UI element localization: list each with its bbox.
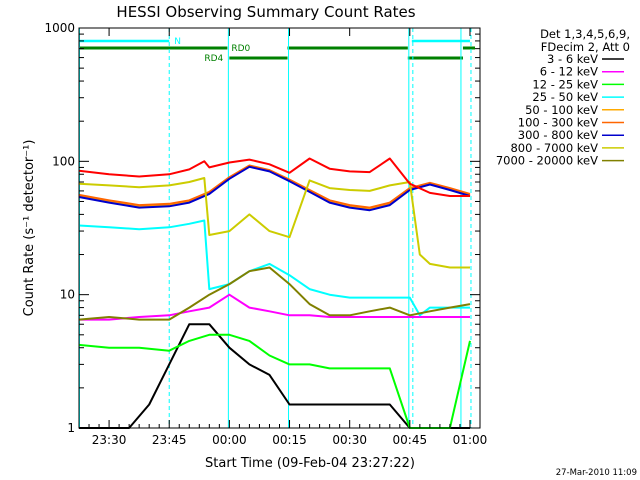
x-tick-label: 00:00 xyxy=(212,433,247,447)
legend-label: 7000 - 20000 keV xyxy=(496,154,598,168)
legend-label: 25 - 50 keV xyxy=(532,90,598,104)
series-line-10 xyxy=(78,157,470,197)
series-line-2 xyxy=(79,293,470,321)
legend-label: 50 - 100 keV xyxy=(525,103,598,117)
x-tick-label: 23:30 xyxy=(92,433,127,447)
legend-label: 3 - 6 keV xyxy=(547,52,598,66)
x-tick-label: 23:45 xyxy=(152,433,187,447)
y-axis-label: Count Rate (s⁻¹ detector⁻¹) xyxy=(22,140,37,317)
legend-header-line-1: Det 1,3,4,5,6,9, xyxy=(540,27,630,41)
flag-n-label: N xyxy=(174,37,181,47)
series-line-7 xyxy=(78,165,471,212)
series-line-8 xyxy=(78,177,470,269)
chart-title: HESSI Observing Summary Count Rates xyxy=(116,3,415,21)
plot-frame xyxy=(78,27,481,429)
series-line-1 xyxy=(79,323,470,429)
y-tick-label: 1 xyxy=(67,421,75,435)
x-axis-label: Start Time (09-Feb-04 23:27:22) xyxy=(205,456,415,471)
x-tick-label: 01:00 xyxy=(453,433,488,447)
data-series xyxy=(78,157,471,429)
series-line-4 xyxy=(78,219,470,317)
legend-header-line-2: FDecim 2, Att 0 xyxy=(541,40,630,54)
legend-label: 300 - 800 keV xyxy=(518,128,598,142)
flag-rd0-label: RD0 xyxy=(231,44,250,54)
x-tick-label: 00:15 xyxy=(272,433,307,447)
x-tick-label: 00:45 xyxy=(393,433,428,447)
y-tick-label: 1000 xyxy=(44,21,75,35)
x-tick-label: 00:30 xyxy=(332,433,367,447)
y-tick-label: 10 xyxy=(60,288,75,302)
axis-ticks: 23:30 23:45 00:00 00:15 00:30 00:45 01:00 1 10 10… xyxy=(44,21,487,447)
legend-label: 6 - 12 keV xyxy=(540,65,598,79)
observing-flags: N RD0 RD4 xyxy=(79,28,475,428)
y-tick-label: 100 xyxy=(52,154,75,168)
series-line-9 xyxy=(78,266,471,321)
legend-label: 100 - 300 keV xyxy=(518,116,598,130)
legend-label: 12 - 25 keV xyxy=(532,77,598,91)
timestamp: 27-Mar-2010 11:09 xyxy=(556,468,637,478)
flag-rd4-label: RD4 xyxy=(204,54,223,64)
legend-label: 800 - 7000 keV xyxy=(510,141,598,155)
